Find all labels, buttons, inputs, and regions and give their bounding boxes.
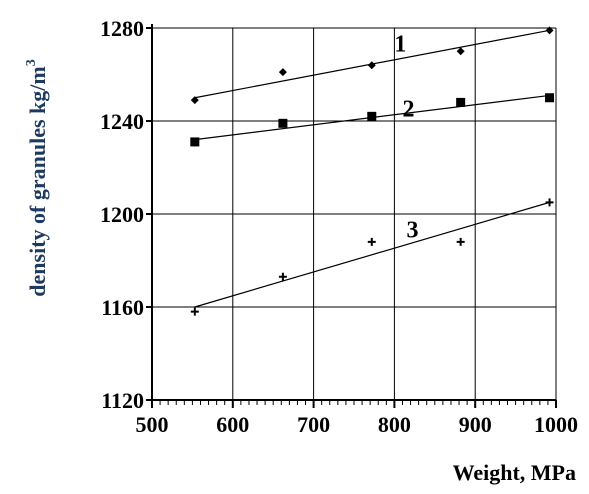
series-label-3: 3	[407, 217, 419, 243]
data-point-series-1	[278, 68, 287, 77]
data-point-series-2	[545, 93, 555, 103]
data-point-series-1	[545, 26, 554, 35]
x-tick-label: 700	[297, 412, 330, 437]
y-tick-label: 1200	[100, 202, 144, 227]
y-tick-label: 1160	[101, 295, 144, 320]
data-point-series-2	[456, 97, 466, 107]
y-tick-label: 1240	[100, 109, 144, 134]
y-tick-label: 1280	[100, 16, 144, 41]
y-tick-label: 1120	[101, 388, 144, 413]
x-tick-label: 500	[136, 412, 169, 437]
x-tick-label: 1000	[534, 412, 578, 437]
data-point-series-3	[545, 198, 554, 207]
x-axis-title: Weight, MPa	[453, 460, 576, 485]
fit-lines	[194, 29, 550, 308]
fit-line-3	[194, 201, 550, 308]
x-tick-label: 800	[378, 412, 411, 437]
series-label-2: 2	[402, 96, 414, 122]
series-labels: 1 2 3	[394, 31, 418, 243]
data-point-series-2	[367, 111, 377, 121]
data-point-series-3	[278, 272, 287, 281]
series-label-1: 1	[394, 31, 406, 57]
data-point-series-2	[190, 137, 200, 147]
data-point-series-1	[367, 61, 376, 70]
data-point-series-1	[456, 47, 465, 56]
grid	[146, 24, 557, 401]
y-axis-title: density of granules kg/m3	[24, 59, 50, 296]
tick-labels: 500 600 700 800 900 1000 1120 1160 1200 1240 1280	[100, 16, 578, 437]
data-point-series-3	[456, 237, 465, 246]
data-point-series-2	[278, 118, 288, 128]
data-point-series-1	[190, 96, 199, 105]
x-tick-label: 900	[459, 412, 492, 437]
x-tick-label: 600	[216, 412, 249, 437]
data-point-series-3	[367, 237, 376, 246]
data-markers	[190, 26, 555, 316]
data-point-series-3	[190, 307, 199, 316]
x-minor-ticks	[151, 400, 557, 408]
